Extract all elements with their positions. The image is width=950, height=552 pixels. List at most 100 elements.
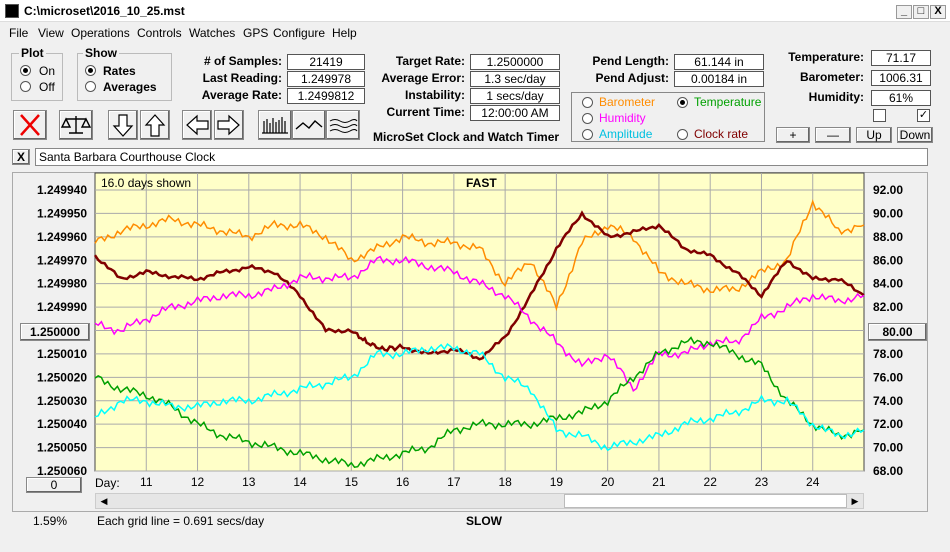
plus-button[interactable]: +: [776, 127, 810, 143]
maximize-button[interactable]: □: [913, 5, 929, 19]
y-right-tick-label: 68.00: [873, 464, 903, 478]
red-x-icon: [20, 114, 40, 136]
balance-scale-icon: [60, 116, 92, 134]
balance-button[interactable]: [59, 110, 93, 140]
zero-button[interactable]: 0: [26, 477, 82, 493]
grid-note: Each grid line = 0.691 secs/day: [97, 514, 265, 528]
menu-controls[interactable]: Controls: [137, 26, 182, 40]
up-button[interactable]: Up: [856, 127, 892, 143]
target-rate-input[interactable]: 1.2500000: [470, 54, 560, 70]
arrow-right-icon: [217, 114, 240, 136]
pend-length-label: Pend Length:: [592, 54, 669, 68]
x-tick-label: 19: [550, 475, 564, 489]
temperature-label: Temperature:: [788, 50, 864, 64]
humidity-value: 61%: [871, 90, 931, 106]
menu-gps[interactable]: GPS: [243, 26, 269, 40]
arrow-down-icon: [112, 114, 134, 137]
right-axis-center-button[interactable]: 80.00: [868, 323, 927, 341]
bars-view-button[interactable]: [258, 110, 292, 140]
sensor-clockrate-radio[interactable]: [677, 129, 688, 140]
scroll-left-icon[interactable]: ◀: [100, 496, 108, 506]
x-tick-label: 20: [601, 475, 615, 489]
average-rate-label: Average Rate:: [201, 88, 282, 102]
y-left-tick-label: 1.250050: [37, 441, 87, 455]
x-tick-label: 11: [140, 475, 153, 489]
right-arrow-button[interactable]: [214, 110, 244, 140]
menu-view[interactable]: View: [38, 26, 64, 40]
down-arrow-button[interactable]: [108, 110, 138, 140]
y-left-tick-label: 1.249960: [37, 230, 87, 244]
average-error-value: 1.3 sec/day: [470, 71, 560, 87]
x-tick-label: 21: [652, 475, 666, 489]
sensor-temperature-label: Temperature: [694, 95, 762, 109]
y-left-tick-label: 1.250020: [37, 370, 87, 384]
show-averages-radio[interactable]: [85, 81, 96, 92]
samples-label: # of Samples:: [203, 54, 282, 68]
sensor-humidity-radio[interactable]: [582, 113, 593, 124]
menu-file[interactable]: File: [9, 26, 29, 40]
menu-configure[interactable]: Configure: [273, 26, 326, 40]
sensor-temperature-radio[interactable]: [677, 97, 688, 108]
plot-area: [94, 172, 865, 472]
title-bar: [0, 0, 950, 22]
sensor-amplitude-radio[interactable]: [582, 129, 593, 140]
plot-on-radio[interactable]: [20, 65, 31, 76]
last-reading-value: 1.249978: [287, 71, 365, 87]
wave-view-button[interactable]: [326, 110, 360, 140]
series-line-amp: [94, 343, 865, 452]
menu-operations[interactable]: Operations: [71, 26, 130, 40]
window-title: C:\microset\2016_10_25.mst: [24, 4, 185, 18]
sensor-select-group: [571, 92, 765, 142]
menu-help[interactable]: Help: [332, 26, 357, 40]
left-axis-center-button[interactable]: 1.250000: [20, 323, 90, 341]
show-averages-label: Averages: [103, 80, 157, 94]
down-button[interactable]: Down: [897, 127, 933, 143]
clock-name-input[interactable]: Santa Barbara Courthouse Clock: [35, 148, 928, 166]
show-group: [77, 53, 172, 101]
y-left-tick-label: 1.250030: [37, 394, 87, 408]
x-tick-label: 13: [242, 475, 256, 489]
app-subtitle: MicroSet Clock and Watch Timer: [373, 130, 560, 144]
show-group-label: Show: [83, 46, 119, 60]
up-arrow-button[interactable]: [140, 110, 170, 140]
y-left-tick-label: 1.250010: [37, 347, 87, 361]
close-button[interactable]: X: [930, 5, 946, 19]
plot-on-label: On: [39, 64, 56, 78]
x-tick-label: 17: [447, 475, 461, 489]
plot-off-label: Off: [39, 80, 55, 94]
sensor-clockrate-label: Clock rate: [694, 127, 749, 141]
day-axis-label: Day:: [95, 476, 120, 490]
x-tick-label: 18: [498, 475, 512, 489]
barometer-label: Barometer:: [799, 70, 864, 84]
y-right-tick-label: 76.00: [873, 370, 903, 384]
x-tick-label: 24: [806, 475, 820, 489]
y-right-tick-label: 78.00: [873, 347, 903, 361]
menu-watches[interactable]: Watches: [189, 26, 236, 40]
scroll-right-icon[interactable]: ▶: [851, 496, 859, 506]
y-right-tick-label: 84.00: [873, 277, 903, 291]
y-left-tick-label: 1.250060: [37, 464, 87, 478]
minimize-button[interactable]: _: [896, 5, 912, 19]
y-left-tick-label: 1.249940: [37, 183, 87, 197]
y-right-tick-label: 86.00: [873, 253, 903, 267]
env-checkbox-1[interactable]: [873, 109, 886, 122]
clear-name-button[interactable]: X: [12, 149, 30, 165]
scroll-thumb[interactable]: [564, 494, 847, 508]
line-view-button[interactable]: [292, 110, 326, 140]
days-shown-label: 16.0 days shown: [101, 176, 192, 190]
left-arrow-button[interactable]: [182, 110, 212, 140]
clear-button[interactable]: [13, 110, 47, 140]
humidity-label: Humidity:: [808, 90, 864, 104]
app-icon[interactable]: [5, 4, 19, 18]
sensor-humidity-label: Humidity: [599, 111, 646, 125]
show-rates-radio[interactable]: [85, 65, 96, 76]
minus-button[interactable]: —: [815, 127, 851, 143]
plot-off-radio[interactable]: [20, 81, 31, 92]
x-tick-label: 16: [396, 475, 410, 489]
y-right-tick-label: 70.00: [873, 441, 903, 455]
series-line-baro: [94, 199, 865, 312]
show-rates-label: Rates: [103, 64, 136, 78]
pend-adjust-value: 0.00184 in: [674, 71, 764, 87]
sensor-barometer-radio[interactable]: [582, 97, 593, 108]
env-checkbox-2[interactable]: ✓: [917, 109, 930, 122]
